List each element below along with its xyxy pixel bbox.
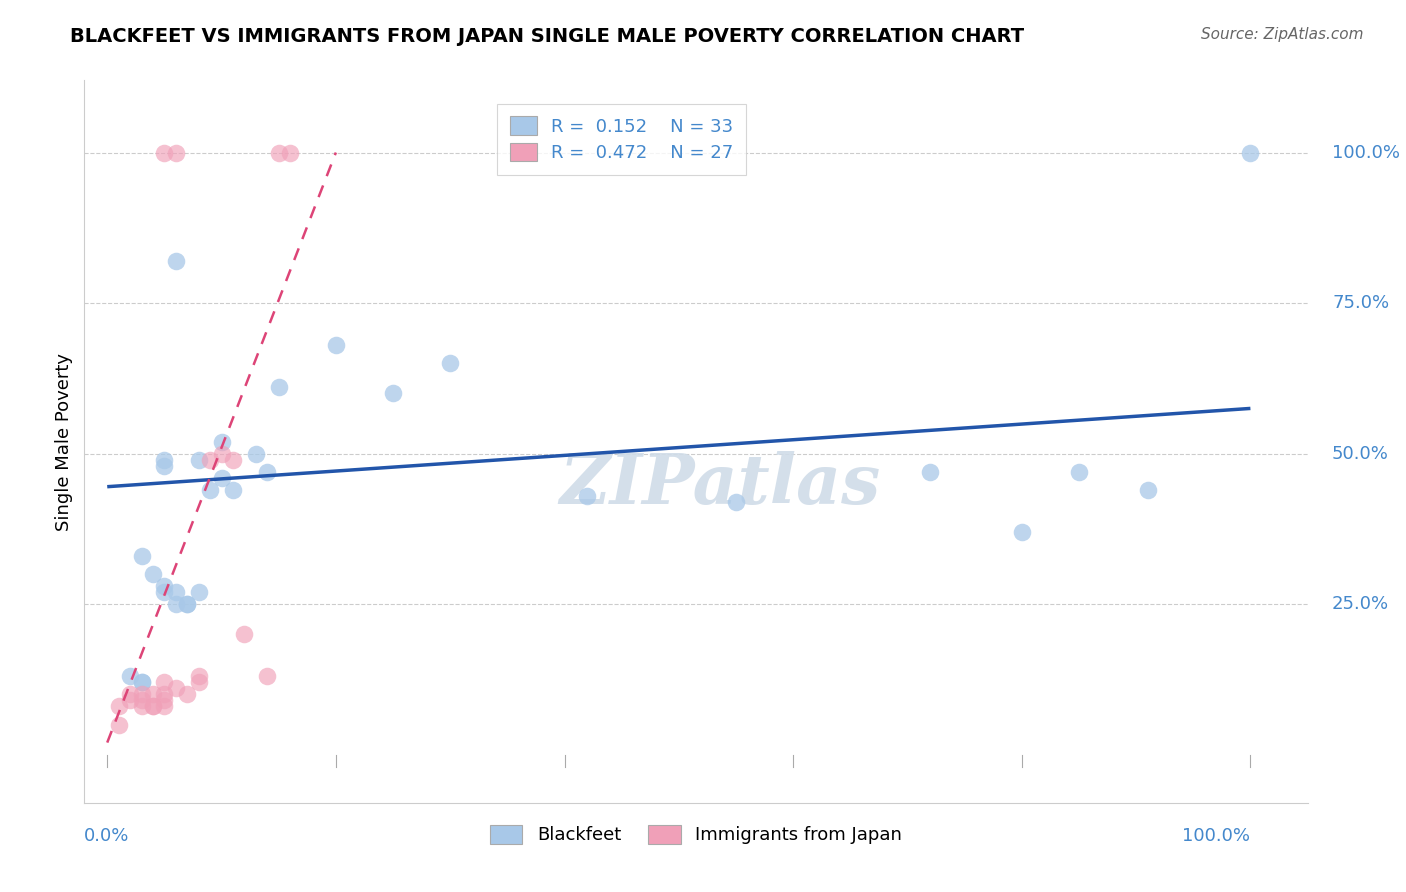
Point bbox=[131, 675, 153, 690]
Text: BLACKFEET VS IMMIGRANTS FROM JAPAN SINGLE MALE POVERTY CORRELATION CHART: BLACKFEET VS IMMIGRANTS FROM JAPAN SINGL… bbox=[70, 27, 1025, 45]
Point bbox=[120, 687, 142, 701]
Point bbox=[142, 699, 165, 714]
Point bbox=[153, 585, 176, 599]
Point bbox=[267, 145, 290, 160]
Point bbox=[187, 669, 209, 683]
Point bbox=[120, 693, 142, 707]
Point bbox=[142, 687, 165, 701]
Point bbox=[153, 145, 176, 160]
Point bbox=[211, 446, 233, 460]
Point bbox=[198, 483, 221, 497]
Point bbox=[222, 483, 245, 497]
Point bbox=[107, 699, 129, 714]
Y-axis label: Single Male Poverty: Single Male Poverty bbox=[55, 352, 73, 531]
Point bbox=[153, 452, 176, 467]
Point bbox=[1067, 465, 1090, 479]
Point bbox=[120, 669, 142, 683]
Text: Source: ZipAtlas.com: Source: ZipAtlas.com bbox=[1201, 27, 1364, 42]
Point bbox=[267, 380, 290, 394]
Point bbox=[176, 597, 198, 611]
Point bbox=[233, 627, 256, 641]
Point bbox=[142, 699, 165, 714]
Point bbox=[165, 585, 187, 599]
Point bbox=[187, 585, 209, 599]
Point bbox=[1011, 524, 1033, 539]
Point bbox=[165, 681, 187, 696]
Point bbox=[382, 386, 405, 401]
Point bbox=[131, 687, 153, 701]
Point bbox=[131, 675, 153, 690]
Point bbox=[165, 597, 187, 611]
Point bbox=[222, 452, 245, 467]
Point bbox=[439, 356, 461, 370]
Point bbox=[325, 338, 347, 352]
Point bbox=[176, 597, 198, 611]
Point bbox=[153, 687, 176, 701]
Text: ZIPatlas: ZIPatlas bbox=[560, 451, 882, 518]
Point bbox=[278, 145, 301, 160]
Point bbox=[576, 489, 599, 503]
Point bbox=[211, 471, 233, 485]
Text: 100.0%: 100.0% bbox=[1182, 827, 1250, 845]
Legend: Blackfeet, Immigrants from Japan: Blackfeet, Immigrants from Japan bbox=[482, 818, 910, 852]
Point bbox=[256, 669, 278, 683]
Point bbox=[198, 452, 221, 467]
Point bbox=[256, 465, 278, 479]
Point bbox=[131, 693, 153, 707]
Text: 25.0%: 25.0% bbox=[1331, 595, 1389, 613]
Point bbox=[153, 579, 176, 593]
Point bbox=[131, 549, 153, 563]
Point bbox=[211, 434, 233, 449]
Point bbox=[920, 465, 942, 479]
Point bbox=[724, 494, 747, 508]
Text: 75.0%: 75.0% bbox=[1331, 294, 1389, 312]
Point bbox=[187, 675, 209, 690]
Text: 50.0%: 50.0% bbox=[1331, 444, 1389, 463]
Point bbox=[131, 699, 153, 714]
Point bbox=[142, 567, 165, 582]
Point bbox=[153, 699, 176, 714]
Point bbox=[107, 717, 129, 731]
Text: 100.0%: 100.0% bbox=[1331, 144, 1400, 161]
Point bbox=[176, 687, 198, 701]
Point bbox=[165, 253, 187, 268]
Point bbox=[165, 145, 187, 160]
Point bbox=[187, 452, 209, 467]
Point bbox=[153, 675, 176, 690]
Point bbox=[153, 458, 176, 473]
Text: 0.0%: 0.0% bbox=[84, 827, 129, 845]
Point bbox=[153, 693, 176, 707]
Point bbox=[1239, 145, 1261, 160]
Point bbox=[1136, 483, 1159, 497]
Point bbox=[245, 446, 267, 460]
